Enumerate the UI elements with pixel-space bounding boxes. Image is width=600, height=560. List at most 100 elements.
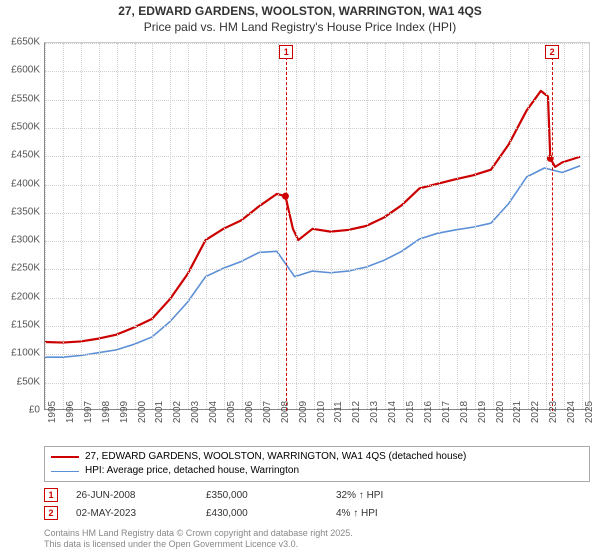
x-axis-label: 2001 — [154, 401, 165, 423]
marker-line — [552, 57, 553, 411]
x-axis-label: 2007 — [262, 401, 273, 423]
legend-row: 27, EDWARD GARDENS, WOOLSTON, WARRINGTON… — [51, 450, 583, 464]
gridline-v — [45, 43, 46, 409]
gridline-v — [403, 43, 404, 409]
gridline-h — [45, 185, 589, 186]
gridline-v — [63, 43, 64, 409]
x-axis-label: 2005 — [226, 401, 237, 423]
attribution-line1: Contains HM Land Registry data © Crown c… — [44, 528, 353, 539]
x-axis-label: 2010 — [316, 401, 327, 423]
y-axis-label: £500K — [11, 121, 40, 132]
x-axis-label: 2014 — [387, 401, 398, 423]
gridline-v — [439, 43, 440, 409]
marker-box: 2 — [545, 45, 559, 59]
gridline-v — [331, 43, 332, 409]
transaction-date: 26-JUN-2008 — [76, 490, 206, 501]
gridline-h — [45, 326, 589, 327]
gridline-h — [45, 43, 589, 44]
gridline-v — [314, 43, 315, 409]
x-axis-label: 2003 — [190, 401, 201, 423]
transaction-row: 1 26-JUN-2008£350,00032% ↑ HPI — [44, 486, 466, 504]
y-axis-label: £150K — [11, 320, 40, 331]
gridline-v — [117, 43, 118, 409]
gridline-v — [510, 43, 511, 409]
y-axis-label: £250K — [11, 263, 40, 274]
gridline-v — [564, 43, 565, 409]
x-axis-label: 2017 — [441, 401, 452, 423]
gridline-v — [260, 43, 261, 409]
x-axis-label: 1999 — [119, 401, 130, 423]
plot-area: 12 — [44, 42, 590, 410]
transaction-date: 02-MAY-2023 — [76, 508, 206, 519]
x-axis-label: 2011 — [333, 401, 344, 423]
gridline-v — [278, 43, 279, 409]
gridline-h — [45, 100, 589, 101]
legend-row: HPI: Average price, detached house, Warr… — [51, 464, 583, 478]
y-axis-label: £400K — [11, 178, 40, 189]
chart-title-line2: Price paid vs. HM Land Registry's House … — [0, 20, 600, 36]
gridline-h — [45, 298, 589, 299]
gridline-v — [546, 43, 547, 409]
y-axis-label: £0 — [29, 405, 40, 416]
gridline-v — [152, 43, 153, 409]
x-axis-label: 2006 — [244, 401, 255, 423]
gridline-v — [206, 43, 207, 409]
y-axis-label: £450K — [11, 150, 40, 161]
y-axis-label: £100K — [11, 348, 40, 359]
legend-label: 27, EDWARD GARDENS, WOOLSTON, WARRINGTON… — [85, 450, 466, 464]
gridline-h — [45, 128, 589, 129]
gridline-v — [99, 43, 100, 409]
chart-title-line1: 27, EDWARD GARDENS, WOOLSTON, WARRINGTON… — [0, 0, 600, 20]
gridline-v — [367, 43, 368, 409]
gridline-v — [475, 43, 476, 409]
gridline-v — [242, 43, 243, 409]
x-axis-label: 2021 — [512, 401, 523, 423]
gridline-v — [421, 43, 422, 409]
x-axis-label: 2013 — [369, 401, 380, 423]
transaction-delta: 4% ↑ HPI — [336, 508, 466, 519]
x-axis-label: 1997 — [83, 401, 94, 423]
gridline-h — [45, 156, 589, 157]
gridline-v — [135, 43, 136, 409]
gridline-v — [385, 43, 386, 409]
marker-line — [286, 57, 287, 411]
transaction-table: 1 26-JUN-2008£350,00032% ↑ HPI 2 02-MAY-202… — [44, 486, 466, 522]
legend-swatch — [51, 471, 79, 472]
gridline-h — [45, 383, 589, 384]
y-axis-label: £300K — [11, 235, 40, 246]
legend: 27, EDWARD GARDENS, WOOLSTON, WARRINGTON… — [44, 446, 590, 482]
x-axis-label: 2000 — [137, 401, 148, 423]
x-axis-label: 2020 — [495, 401, 506, 423]
legend-label: HPI: Average price, detached house, Warr… — [85, 464, 299, 478]
x-axis-label: 2023 — [548, 401, 559, 423]
transaction-marker: 2 — [44, 506, 58, 520]
y-axis-label: £200K — [11, 291, 40, 302]
x-axis-label: 2024 — [566, 401, 577, 423]
gridline-v — [188, 43, 189, 409]
legend-swatch — [51, 456, 79, 458]
x-axis-label: 1996 — [65, 401, 76, 423]
x-axis-label: 2016 — [423, 401, 434, 423]
attribution: Contains HM Land Registry data © Crown c… — [44, 528, 353, 551]
x-axis-label: 1998 — [101, 401, 112, 423]
transaction-marker: 1 — [44, 488, 58, 502]
x-axis-label: 2012 — [351, 401, 362, 423]
transaction-delta: 32% ↑ HPI — [336, 490, 466, 501]
x-axis-label: 2019 — [477, 401, 488, 423]
gridline-v — [170, 43, 171, 409]
x-axis-label: 2009 — [298, 401, 309, 423]
gridline-v — [582, 43, 583, 409]
y-axis-label: £550K — [11, 93, 40, 104]
marker-box: 1 — [279, 45, 293, 59]
y-axis-label: £350K — [11, 206, 40, 217]
transaction-price: £350,000 — [206, 490, 336, 501]
gridline-h — [45, 241, 589, 242]
transaction-price: £430,000 — [206, 508, 336, 519]
x-axis-label: 2008 — [280, 401, 291, 423]
gridline-v — [528, 43, 529, 409]
gridline-v — [224, 43, 225, 409]
gridline-h — [45, 213, 589, 214]
gridline-h — [45, 71, 589, 72]
x-axis-label: 2022 — [530, 401, 541, 423]
gridline-h — [45, 269, 589, 270]
